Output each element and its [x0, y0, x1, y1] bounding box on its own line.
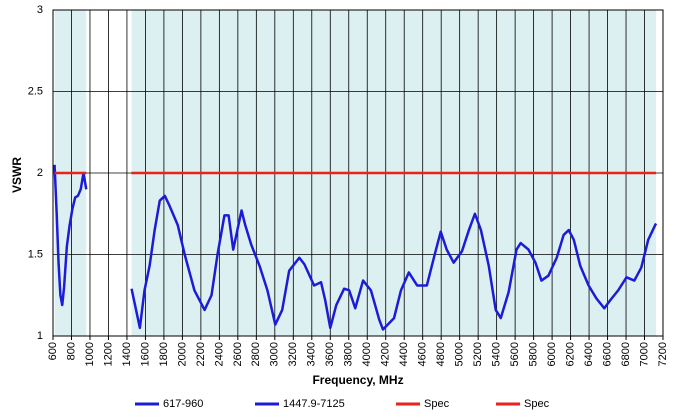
series-line — [130, 194, 658, 331]
x-tick-label: 6000 — [546, 342, 558, 366]
x-tick-label: 2600 — [232, 342, 244, 366]
x-tick-label: 6800 — [620, 342, 632, 366]
legend-label: 617-960 — [163, 398, 203, 410]
series-line — [53, 164, 88, 307]
x-tick-label: 5200 — [472, 342, 484, 366]
x-tick-label: 6400 — [583, 342, 595, 366]
x-tick-label: 1400 — [121, 342, 133, 366]
y-axis-label: VSWR — [10, 157, 24, 193]
y-tick-label: 2 — [37, 167, 43, 179]
x-tick-label: 5600 — [509, 342, 521, 366]
legend-label: 1447.9-7125 — [283, 398, 345, 410]
x-tick-label: 1800 — [158, 342, 170, 366]
x-tick-label: 3400 — [306, 342, 318, 366]
x-tick-label: 2000 — [176, 342, 188, 366]
y-tick-label: 1 — [37, 330, 43, 342]
x-tick-label: 1600 — [139, 342, 151, 366]
x-tick-label: 7000 — [638, 342, 650, 366]
x-tick-label: 2200 — [195, 342, 207, 366]
y-tick-label: 3 — [37, 4, 43, 16]
plot-border — [52, 9, 664, 337]
x-tick-label: 3800 — [343, 342, 355, 366]
x-tick-label: 3600 — [324, 342, 336, 366]
x-tick-label: 4600 — [417, 342, 429, 366]
x-tick-label: 2400 — [213, 342, 225, 366]
legend-label: Spec — [524, 398, 550, 410]
x-tick-label: 3000 — [269, 342, 281, 366]
y-tick-label: 1.5 — [28, 248, 43, 260]
legend-label: Spec — [424, 398, 450, 410]
x-tick-label: 800 — [65, 342, 77, 360]
x-tick-label: 6600 — [601, 342, 613, 366]
x-tick-label: 1000 — [84, 342, 96, 366]
x-tick-label: 4400 — [398, 342, 410, 366]
x-tick-label: 5800 — [528, 342, 540, 366]
x-tick-label: 3200 — [287, 342, 299, 366]
x-tick-label: 4000 — [361, 342, 373, 366]
x-tick-label: 5000 — [454, 342, 466, 366]
x-tick-label: 600 — [47, 342, 59, 360]
x-tick-label: 7200 — [657, 342, 669, 366]
x-tick-label: 2800 — [250, 342, 262, 366]
x-axis-label: Frequency, MHz — [312, 373, 403, 387]
x-tick-label: 6200 — [564, 342, 576, 366]
y-tick-label: 2.5 — [28, 85, 43, 97]
x-tick-label: 4200 — [380, 342, 392, 366]
x-tick-label: 1200 — [102, 342, 114, 366]
x-tick-label: 4800 — [435, 342, 447, 366]
x-tick-label: 5400 — [491, 342, 503, 366]
